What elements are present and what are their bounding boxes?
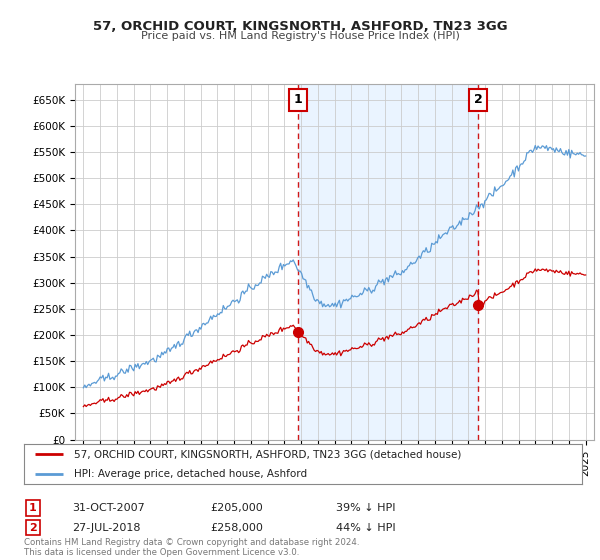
Text: 44% ↓ HPI: 44% ↓ HPI [336, 522, 395, 533]
Text: 1: 1 [29, 503, 37, 513]
Text: 2: 2 [474, 93, 482, 106]
Text: £258,000: £258,000 [210, 522, 263, 533]
Text: 39% ↓ HPI: 39% ↓ HPI [336, 503, 395, 513]
Text: Price paid vs. HM Land Registry's House Price Index (HPI): Price paid vs. HM Land Registry's House … [140, 31, 460, 41]
Text: 27-JUL-2018: 27-JUL-2018 [72, 522, 140, 533]
Text: 57, ORCHID COURT, KINGSNORTH, ASHFORD, TN23 3GG (detached house): 57, ORCHID COURT, KINGSNORTH, ASHFORD, T… [74, 449, 461, 459]
Text: 1: 1 [294, 93, 302, 106]
Text: HPI: Average price, detached house, Ashford: HPI: Average price, detached house, Ashf… [74, 469, 307, 479]
Text: Contains HM Land Registry data © Crown copyright and database right 2024.
This d: Contains HM Land Registry data © Crown c… [24, 538, 359, 557]
Text: £205,000: £205,000 [210, 503, 263, 513]
Text: 2: 2 [29, 522, 37, 533]
Text: 57, ORCHID COURT, KINGSNORTH, ASHFORD, TN23 3GG: 57, ORCHID COURT, KINGSNORTH, ASHFORD, T… [92, 20, 508, 32]
Text: 31-OCT-2007: 31-OCT-2007 [72, 503, 145, 513]
